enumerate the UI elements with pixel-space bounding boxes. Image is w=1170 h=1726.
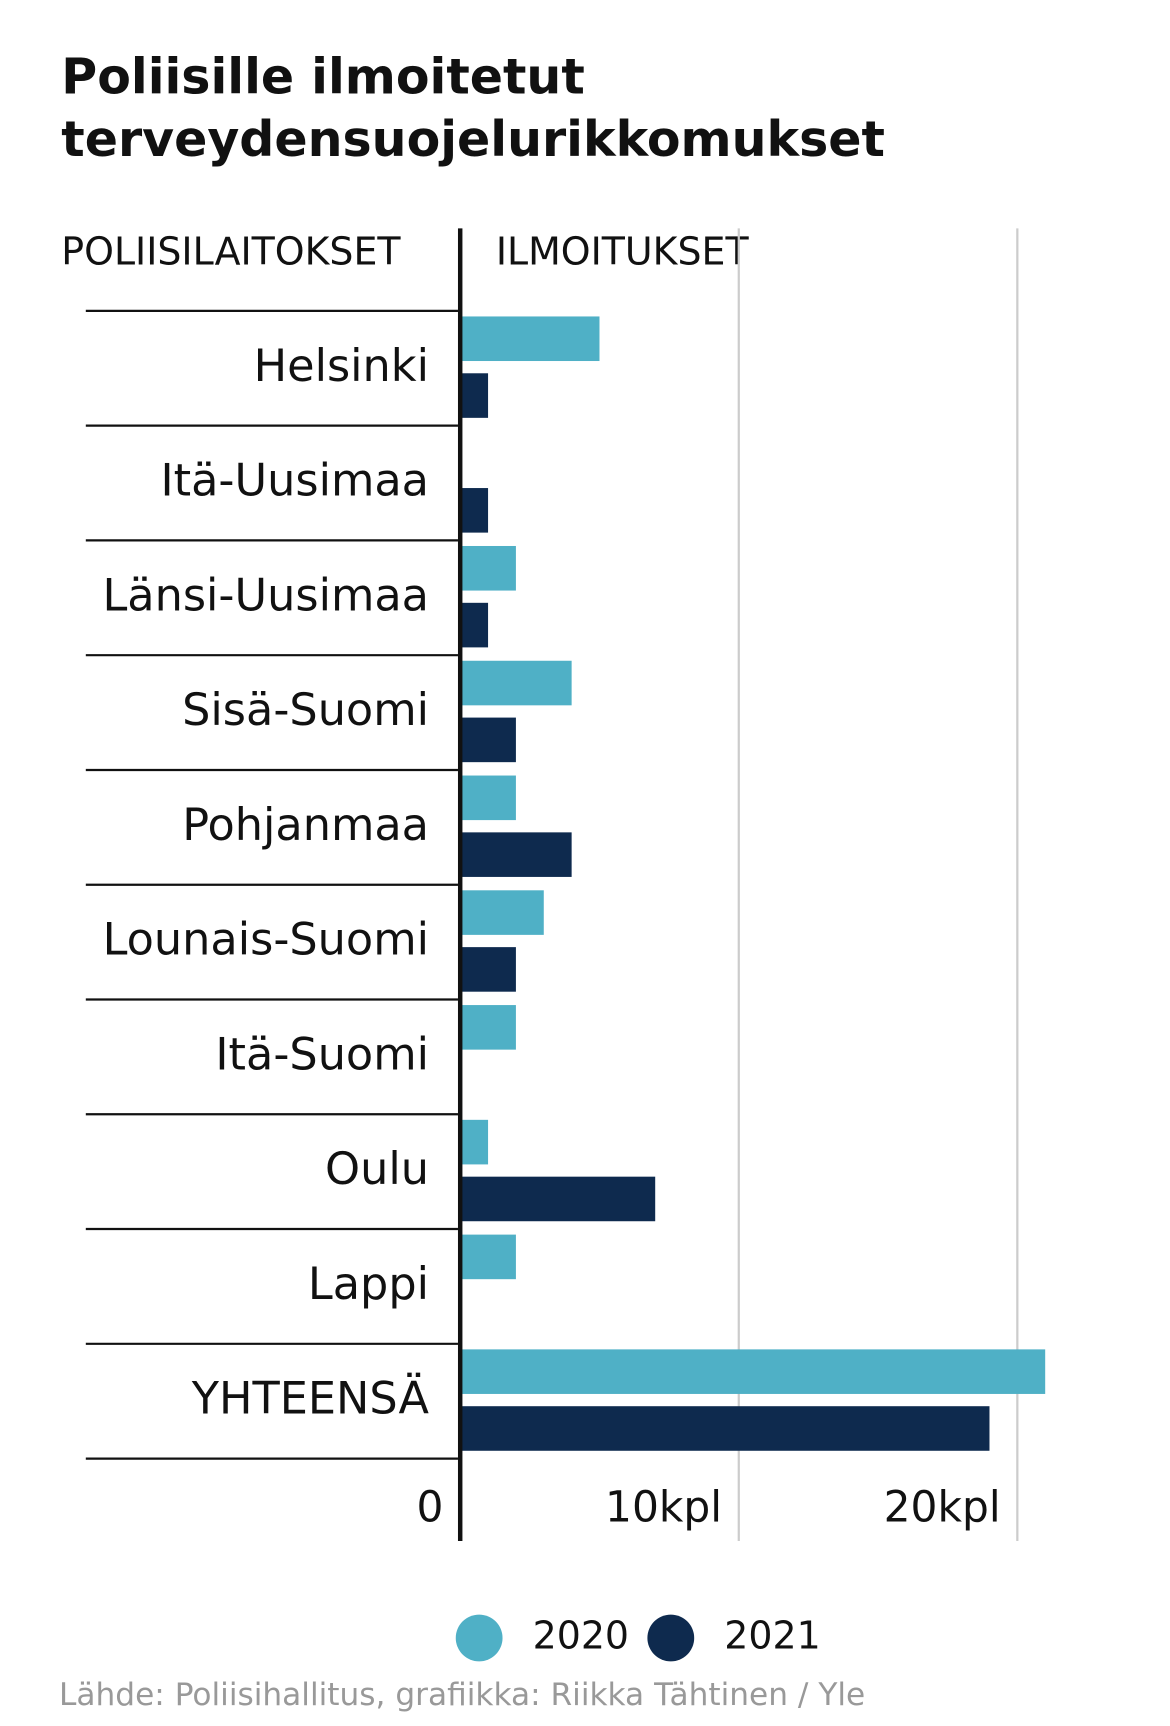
y-tick-label: Oulu xyxy=(325,1143,429,1195)
bar xyxy=(460,660,572,706)
y-tick-label: Pohjanmaa xyxy=(182,799,429,851)
bar xyxy=(460,602,489,648)
y-tick-label: Helsinki xyxy=(254,340,429,392)
legend-swatch xyxy=(647,1614,695,1662)
bar xyxy=(460,775,516,821)
bar xyxy=(460,545,516,591)
bar xyxy=(460,373,489,418)
bar xyxy=(460,890,544,935)
chart-title: terveydensuojelurikkomukset xyxy=(61,110,885,168)
bar xyxy=(460,1234,516,1280)
x-tick-label: 20kpl xyxy=(884,1482,1001,1531)
y-tick-label: Itä-Suomi xyxy=(215,1028,429,1080)
bar xyxy=(460,316,600,362)
legend-swatch xyxy=(455,1614,503,1662)
x-tick-label: 0 xyxy=(417,1482,444,1531)
y-tick-label: Länsi-Uusimaa xyxy=(102,569,429,621)
bar xyxy=(460,947,516,992)
bar xyxy=(460,1005,516,1050)
chart-title: Poliisille ilmoitetut xyxy=(61,48,584,106)
x-tick-label: 10kpl xyxy=(605,1482,722,1531)
legend-label: 2021 xyxy=(724,1613,820,1657)
bar xyxy=(460,717,516,763)
category-header: POLIISILAITOKSET xyxy=(61,230,401,274)
bar xyxy=(460,488,489,533)
y-tick-label: Lappi xyxy=(308,1258,429,1310)
y-tick-label: Itä-Uusimaa xyxy=(161,455,430,507)
source: Lähde: Poliisihallitus, grafiikka: Riikk… xyxy=(59,1677,865,1713)
y-tick-label: YHTEENSÄ xyxy=(191,1373,430,1425)
bar xyxy=(460,1349,1046,1394)
y-tick-label: Lounais-Suomi xyxy=(103,914,429,966)
bar xyxy=(460,1119,489,1165)
bar xyxy=(460,1176,656,1222)
value-header: ILMOITUKSET xyxy=(496,230,750,274)
bar xyxy=(460,832,572,877)
y-tick-label: Sisä-Suomi xyxy=(182,684,429,736)
legend-label: 2020 xyxy=(533,1613,629,1657)
bar xyxy=(460,1406,990,1451)
